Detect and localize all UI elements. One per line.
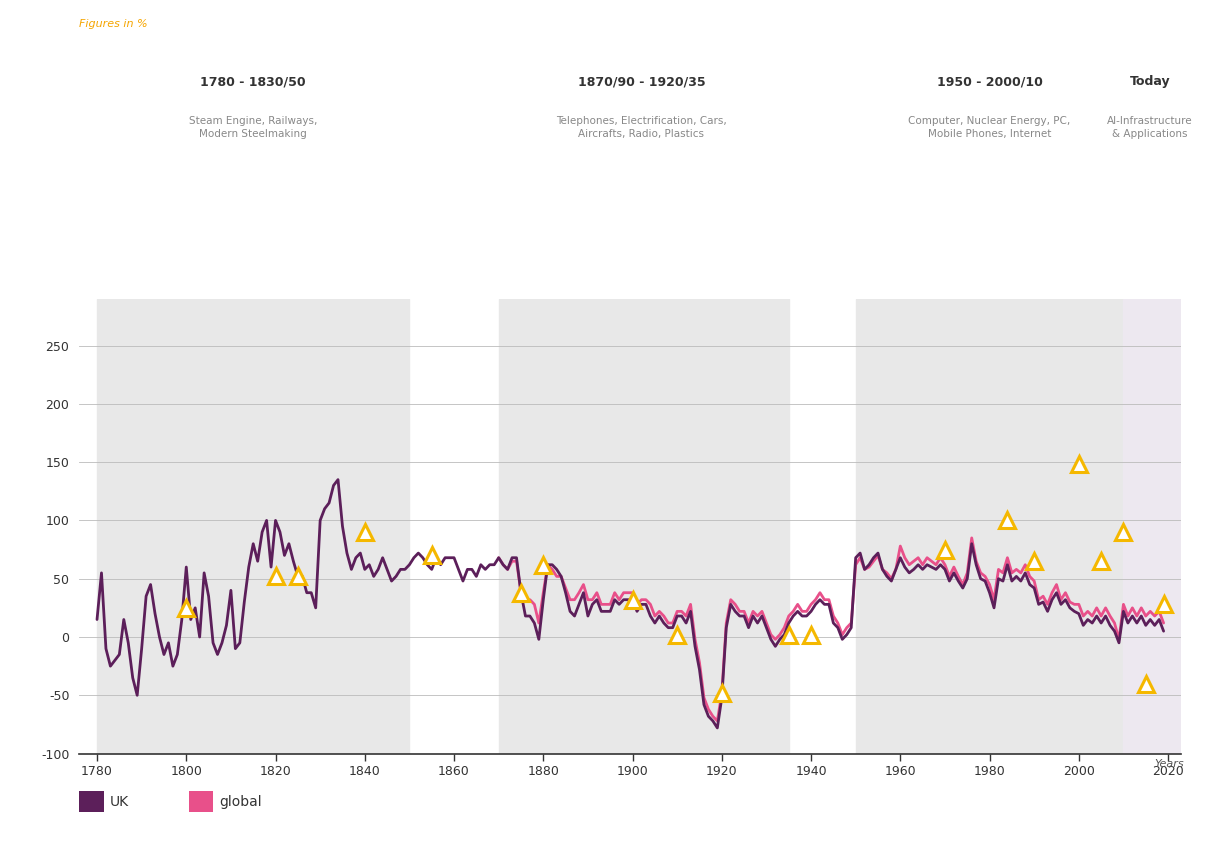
- Text: Today: Today: [1130, 76, 1170, 88]
- Bar: [1123, 299, 1181, 754]
- Bar: [856, 299, 1123, 754]
- Text: Figures in %: Figures in %: [79, 19, 147, 29]
- Bar: [498, 299, 789, 754]
- Text: Steam Engine, Railways,
Modern Steelmaking: Steam Engine, Railways, Modern Steelmaki…: [189, 116, 318, 140]
- Text: Telephones, Electrification, Cars,
Aircrafts, Radio, Plastics: Telephones, Electrification, Cars, Aircr…: [557, 116, 727, 140]
- Text: Computer, Nuclear Energy, PC,
Mobile Phones, Internet: Computer, Nuclear Energy, PC, Mobile Pho…: [909, 116, 1071, 140]
- Text: Years: Years: [1155, 759, 1184, 770]
- Bar: [97, 299, 409, 754]
- Text: AI-Infrastructure
& Applications: AI-Infrastructure & Applications: [1107, 116, 1194, 140]
- Text: 1870/90 - 1920/35: 1870/90 - 1920/35: [577, 76, 705, 88]
- Text: global: global: [219, 795, 262, 808]
- Text: 1780 - 1830/50: 1780 - 1830/50: [201, 76, 306, 88]
- Text: 1950 - 2000/10: 1950 - 2000/10: [937, 76, 1043, 88]
- Text: UK: UK: [110, 795, 129, 808]
